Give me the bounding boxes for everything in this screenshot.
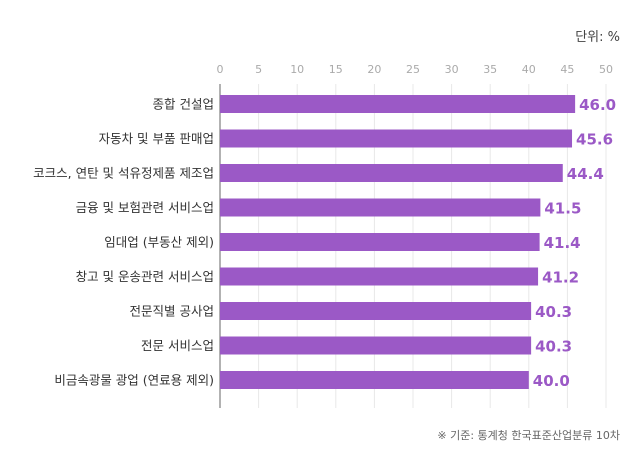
value-label: 45.6 — [576, 131, 613, 149]
bar — [220, 233, 540, 251]
x-tick-label: 15 — [329, 63, 343, 76]
value-label: 40.3 — [535, 303, 572, 321]
value-label: 41.2 — [542, 269, 579, 287]
category-label: 임대업 (부동산 제외) — [104, 235, 214, 250]
category-label: 전문 서비스업 — [141, 338, 214, 353]
x-tick-label: 10 — [290, 63, 304, 76]
category-label: 창고 및 운송관련 서비스업 — [76, 269, 214, 284]
value-label: 41.4 — [544, 234, 581, 252]
value-label: 40.0 — [533, 372, 570, 390]
category-label: 금융 및 보험관련 서비스업 — [76, 200, 214, 215]
x-tick-label: 45 — [560, 63, 574, 76]
x-tick-label: 40 — [522, 63, 536, 76]
category-label: 전문직별 공사업 — [130, 304, 214, 319]
category-label: 종합 건설업 — [153, 97, 214, 112]
value-label: 41.5 — [544, 200, 581, 218]
bar — [220, 336, 532, 355]
x-tick-label: 5 — [255, 63, 262, 76]
bar — [220, 95, 576, 113]
bar — [220, 164, 563, 182]
unit-label: 단위: % — [575, 30, 620, 45]
category-label: 자동차 및 부품 판매업 — [99, 131, 214, 146]
bar — [220, 129, 573, 148]
value-label: 44.4 — [567, 165, 604, 183]
x-tick-label: 25 — [406, 63, 420, 76]
category-label: 비금속광물 광업 (연료용 제외) — [54, 373, 214, 388]
x-tick-label: 0 — [217, 63, 224, 76]
x-tick-label: 35 — [483, 63, 497, 76]
x-tick-label: 50 — [599, 63, 613, 76]
bar — [220, 371, 529, 389]
x-tick-label: 20 — [367, 63, 381, 76]
value-label: 40.3 — [535, 338, 572, 356]
value-label: 46.0 — [579, 96, 616, 114]
bar — [220, 267, 539, 286]
x-tick-label: 30 — [445, 63, 459, 76]
category-label: 코크스, 연탄 및 석유정제품 제조업 — [33, 166, 214, 181]
source-note: ※ 기준: 통계청 한국표준산업분류 10차 — [437, 429, 620, 442]
bar — [220, 302, 532, 320]
bar — [220, 198, 541, 217]
